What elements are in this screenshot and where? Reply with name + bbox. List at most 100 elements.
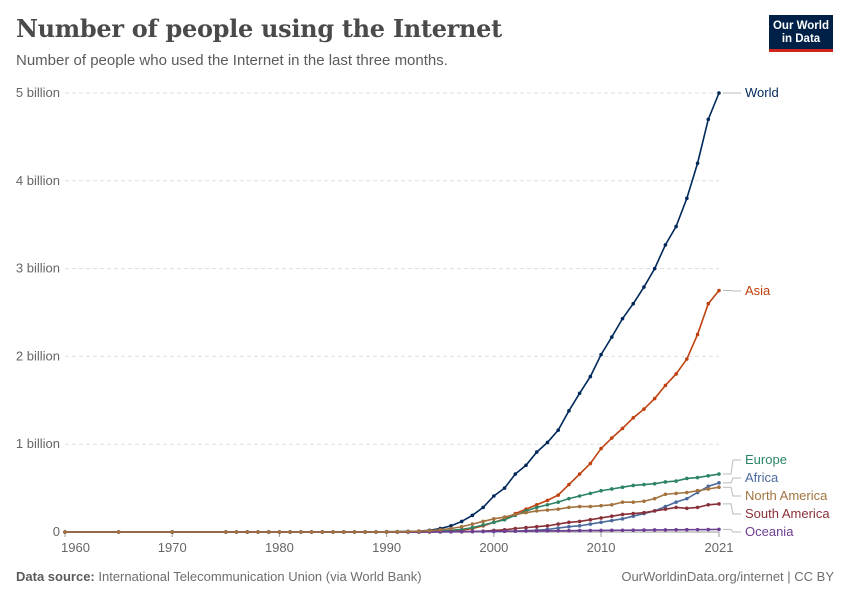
data-point [706, 474, 711, 478]
data-point [513, 472, 518, 476]
data-point [545, 498, 550, 503]
data-point [706, 527, 711, 532]
data-point [63, 530, 67, 534]
data-point [470, 522, 475, 526]
data-point [299, 530, 303, 534]
data-point [277, 530, 282, 534]
data-source-text[interactable]: International Telecommunication Union (v… [98, 569, 422, 584]
data-point [642, 510, 646, 515]
data-point [620, 316, 625, 321]
data-point [449, 524, 453, 528]
data-point [717, 472, 721, 476]
data-point [524, 463, 528, 468]
y-tick-label: 2 billion [16, 348, 60, 363]
series-label[interactable]: World [745, 85, 779, 100]
data-point [620, 517, 625, 521]
data-point [288, 530, 292, 534]
data-point [374, 530, 378, 534]
data-point [513, 529, 518, 533]
x-tick-label: 2021 [705, 540, 734, 555]
data-point [695, 488, 700, 493]
data-point [674, 500, 678, 504]
series-label[interactable]: Oceania [745, 524, 794, 539]
series-label[interactable]: Africa [745, 470, 779, 485]
data-point [663, 507, 668, 511]
x-tick-label: 1990 [372, 540, 401, 555]
series-line-south-america[interactable] [65, 503, 720, 533]
data-point [459, 524, 464, 529]
data-point [652, 496, 657, 501]
series-line-world[interactable] [65, 92, 720, 533]
data-point [620, 528, 625, 533]
data-point [352, 530, 357, 534]
data-point [492, 517, 496, 521]
data-point [556, 522, 560, 526]
data-point [524, 525, 528, 530]
series-line-asia[interactable] [65, 290, 720, 533]
data-point [417, 529, 421, 533]
data-point [685, 506, 689, 511]
data-point [620, 500, 625, 504]
data-point [599, 516, 603, 520]
data-point [502, 486, 507, 490]
data-point [652, 266, 657, 271]
data-point [631, 483, 636, 488]
data-point [609, 436, 614, 440]
data-point [406, 529, 410, 534]
data-point [609, 335, 614, 339]
data-point [695, 332, 700, 337]
data-point [588, 517, 593, 522]
data-point [609, 487, 614, 491]
data-point [567, 524, 571, 529]
credit-link[interactable]: OurWorldinData.org/internet | CC BY [621, 569, 834, 584]
data-point [609, 514, 614, 518]
data-point [695, 527, 700, 532]
series-label[interactable]: North America [745, 488, 828, 503]
data-point [631, 528, 636, 532]
series-line-north-america[interactable] [65, 486, 720, 533]
data-point [685, 357, 689, 361]
data-point [341, 530, 346, 534]
data-point [663, 504, 668, 509]
data-point [674, 528, 678, 532]
label-connector [723, 503, 741, 515]
owid-logo[interactable]: Our World in Data [769, 15, 833, 52]
y-tick-label: 0 [53, 524, 60, 539]
data-point [577, 391, 582, 396]
data-point [266, 530, 271, 534]
data-point [492, 494, 496, 498]
data-point [674, 224, 678, 229]
data-point [674, 491, 678, 496]
data-point [642, 528, 646, 532]
series-line-africa[interactable] [65, 482, 720, 533]
data-point [674, 372, 678, 376]
data-point [567, 409, 571, 413]
data-point [599, 352, 603, 357]
data-point [502, 529, 507, 534]
series-label[interactable]: Europe [745, 452, 787, 467]
data-point [652, 528, 657, 532]
data-point [470, 513, 475, 518]
data-point [695, 475, 700, 480]
data-point [717, 91, 721, 95]
data-point [331, 530, 335, 534]
data-point [717, 485, 721, 490]
data-point [534, 450, 539, 454]
series-label[interactable]: South America [745, 506, 830, 521]
data-point [663, 480, 668, 484]
data-source-label: Data source: [16, 569, 95, 584]
data-point [545, 529, 550, 533]
data-point [470, 525, 475, 530]
data-point [513, 526, 518, 531]
data-point [717, 481, 721, 485]
data-point [588, 504, 593, 509]
logo-text: Our World in Data [772, 20, 829, 45]
x-tick-label: 1970 [158, 540, 187, 555]
y-tick-label: 5 billion [16, 85, 60, 100]
data-point [706, 487, 711, 491]
data-point [588, 528, 593, 533]
series-label[interactable]: Asia [745, 283, 771, 298]
data-point [631, 514, 636, 518]
data-point [599, 503, 603, 508]
data-point [685, 196, 689, 201]
